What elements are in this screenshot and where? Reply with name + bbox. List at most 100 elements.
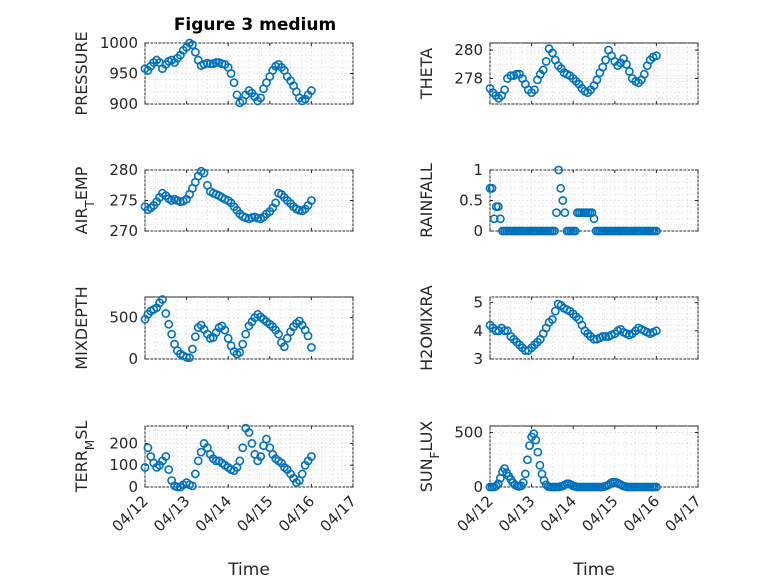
data-point (244, 428, 254, 437)
data-point (500, 326, 509, 336)
figure-title: Figure 3 medium (174, 15, 336, 35)
y-axis-label: H2OMIXRA (417, 285, 436, 371)
data-point (303, 331, 313, 341)
series-markers (140, 166, 316, 224)
series-markers (140, 423, 316, 492)
x-axis-label: Time (227, 560, 270, 580)
data-point (550, 306, 560, 316)
data-point (282, 333, 292, 343)
data-point (190, 332, 200, 342)
data-point (190, 47, 200, 57)
y-tick-label: 0 (473, 222, 483, 240)
subplot-6: 3 4 5 H2OMIXRA (417, 285, 699, 371)
data-point (238, 443, 248, 453)
y-tick-label: 275 (109, 192, 138, 210)
y-tick-label: 0.5 (459, 192, 483, 210)
y-axis-label: PRESSURE (72, 31, 91, 115)
data-point (306, 452, 316, 461)
data-point (560, 208, 570, 218)
y-tick-label: 3 (473, 350, 483, 368)
data-point (262, 434, 271, 444)
y-axis-label: MIXDEPTH (72, 286, 91, 369)
data-point (185, 353, 194, 363)
data-point (193, 456, 203, 466)
data-point (518, 478, 528, 488)
data-point (223, 333, 233, 343)
subplot-2: 278 280 THETA (417, 41, 699, 105)
data-point (495, 214, 505, 224)
data-point (598, 62, 608, 72)
data-point (190, 469, 200, 479)
series-markers (140, 295, 316, 363)
data-point (220, 325, 230, 335)
data-point (550, 226, 559, 236)
data-point (506, 71, 516, 81)
data-point (520, 469, 530, 479)
data-point (143, 443, 153, 453)
data-point (512, 69, 522, 79)
data-point (491, 481, 501, 491)
subplot-1: 900 950 1000 PRESSURE (72, 31, 354, 116)
y-tick-label: 270 (109, 222, 138, 240)
y-tick-label: 500 (454, 424, 483, 442)
series-markers (485, 299, 661, 355)
data-point (235, 456, 245, 466)
series-markers (485, 429, 661, 492)
data-point (140, 462, 150, 472)
data-point (306, 86, 316, 95)
y-tick-label: 950 (109, 65, 138, 83)
y-tick-label: 0 (128, 350, 138, 368)
data-point (523, 455, 532, 465)
data-point (297, 469, 307, 479)
series-markers (485, 44, 661, 103)
y-tick-label: 280 (109, 161, 138, 179)
data-point (554, 165, 564, 175)
data-point (188, 481, 197, 491)
data-point (548, 315, 557, 324)
data-point (238, 339, 248, 349)
data-point (256, 452, 266, 461)
data-point (539, 476, 549, 485)
data-point (558, 196, 568, 205)
data-point (199, 168, 209, 178)
data-point (205, 59, 215, 69)
data-point (164, 465, 174, 474)
data-point (500, 85, 509, 95)
data-point (622, 59, 631, 69)
data-point (589, 214, 599, 224)
series-markers (485, 165, 661, 236)
subplot-4: 0 0.5 1 RAINFALL (417, 161, 699, 240)
data-point (538, 65, 548, 75)
y-tick-label: 1000 (100, 34, 138, 52)
data-point (274, 329, 283, 339)
data-point (493, 479, 503, 489)
data-point (196, 447, 206, 457)
data-point (229, 78, 239, 88)
data-point (652, 226, 661, 236)
data-point (247, 439, 257, 448)
data-point (598, 332, 608, 341)
y-tick-label: 0 (128, 478, 138, 496)
data-point (652, 482, 661, 492)
data-point (188, 40, 197, 50)
data-point (306, 343, 316, 352)
y-tick-label: 1 (473, 161, 483, 179)
data-point (652, 51, 661, 61)
subplot-3: 270 275 280 AIRTEMP (72, 161, 354, 240)
data-point (556, 183, 566, 193)
y-tick-label: 278 (454, 69, 483, 87)
data-point (167, 329, 177, 339)
series-markers (140, 38, 316, 108)
data-point (500, 464, 509, 473)
data-point (652, 326, 661, 336)
data-point (487, 183, 497, 193)
data-point (235, 347, 245, 357)
data-point (541, 57, 551, 66)
data-point (493, 202, 503, 211)
data-point (639, 69, 649, 79)
data-point (533, 447, 543, 457)
data-point (552, 208, 561, 218)
data-point (589, 334, 599, 344)
